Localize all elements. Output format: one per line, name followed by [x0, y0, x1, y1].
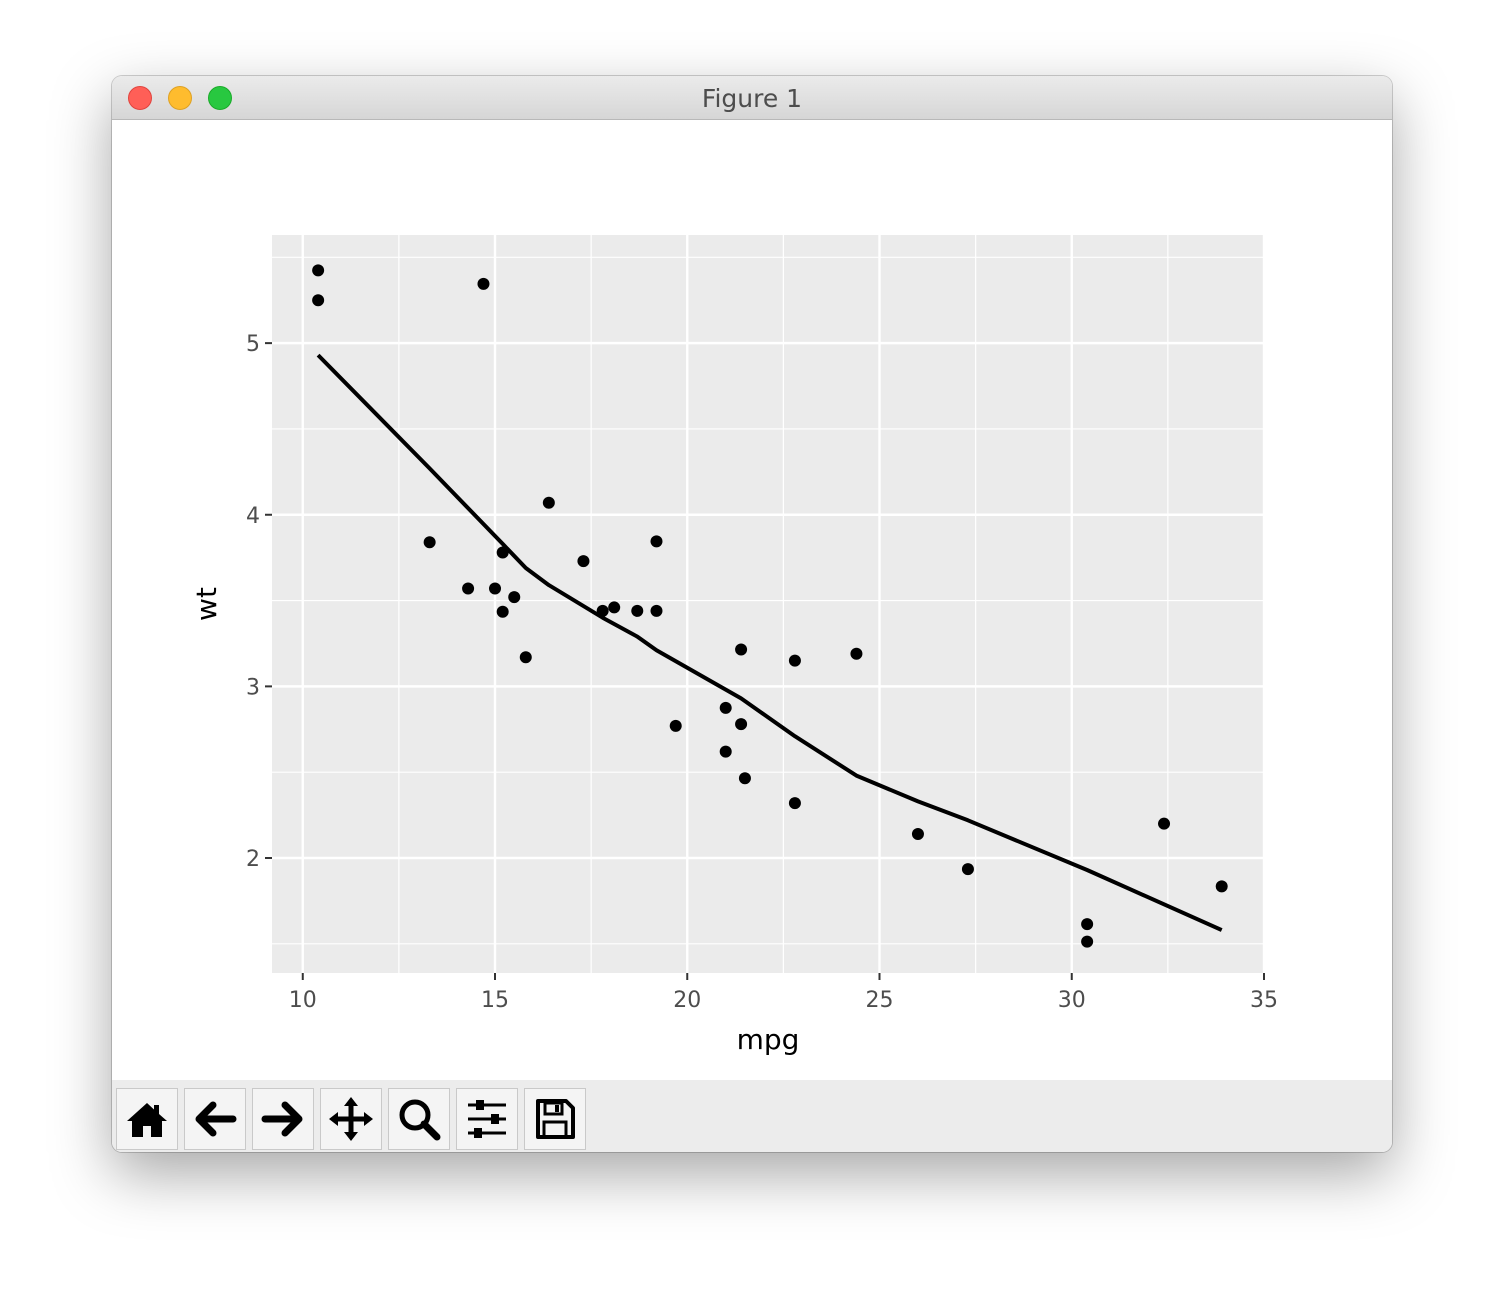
data-point: [542, 496, 555, 509]
data-point: [496, 546, 509, 559]
x-tick-label: 30: [1058, 988, 1086, 1013]
save-button[interactable]: [524, 1088, 586, 1150]
data-point: [312, 294, 325, 307]
smooth-line: [316, 353, 1223, 932]
data-point: [961, 863, 974, 876]
configure-subplots-button[interactable]: [456, 1088, 518, 1150]
zoom-button[interactable]: [388, 1088, 450, 1150]
data-point: [508, 591, 521, 604]
home-button[interactable]: [116, 1088, 178, 1150]
y-tick-label: 4: [246, 504, 260, 529]
major-grid: [272, 235, 1266, 973]
minimize-window-button[interactable]: [168, 86, 192, 110]
figure-canvas: 10 15 20 25 30 35 2 3 4 5 mpg wt: [112, 120, 1392, 1080]
figure-window: Figure 1 10 15 20 25 30 35 2 3 4 5 mpg wt: [112, 76, 1392, 1152]
data-point: [735, 643, 748, 656]
data-point: [1158, 817, 1171, 830]
data-point: [489, 582, 502, 595]
data-point: [650, 604, 663, 617]
data-point: [312, 264, 325, 277]
y-tick-label: 2: [246, 847, 260, 872]
data-point: [596, 604, 609, 617]
data-point: [788, 654, 801, 667]
data-point: [788, 797, 801, 810]
data-point: [738, 772, 751, 785]
y-axis-ticks: 2 3 4 5: [246, 332, 272, 872]
navigation-toolbar: [112, 1080, 1392, 1152]
data-points: [312, 264, 1228, 948]
data-point: [631, 604, 644, 617]
close-window-button[interactable]: [128, 86, 152, 110]
minor-grid: [272, 235, 1264, 973]
home-icon: [127, 1103, 167, 1137]
data-point: [1215, 880, 1228, 893]
x-axis-title: mpg: [737, 1023, 800, 1056]
arrow-left-icon: [195, 1101, 237, 1137]
zoom-window-button[interactable]: [208, 86, 232, 110]
data-point: [669, 719, 682, 732]
scatter-plot: 10 15 20 25 30 35 2 3 4 5 mpg wt: [190, 235, 1278, 1056]
data-point: [477, 277, 490, 290]
data-point: [462, 582, 475, 595]
data-point: [519, 651, 532, 664]
data-point: [735, 718, 748, 731]
data-point: [608, 601, 621, 614]
data-point: [850, 647, 863, 660]
move-arrows-icon: [329, 1097, 373, 1141]
data-point: [1081, 935, 1094, 948]
data-point: [719, 745, 732, 758]
sliders-icon: [468, 1100, 506, 1138]
data-point: [423, 536, 436, 549]
data-point: [911, 827, 924, 840]
title-bar: Figure 1: [112, 76, 1392, 120]
magnifier-icon: [399, 1099, 441, 1141]
back-button[interactable]: [184, 1088, 246, 1150]
x-tick-label: 25: [866, 988, 894, 1013]
x-axis-ticks: 10 15 20 25 30 35: [289, 973, 1278, 1013]
y-axis-title: wt: [190, 587, 223, 621]
data-point: [1081, 918, 1094, 931]
y-tick-label: 3: [246, 675, 260, 700]
data-point: [650, 535, 663, 548]
x-tick-label: 15: [481, 988, 509, 1013]
x-tick-label: 35: [1250, 988, 1278, 1013]
pan-button[interactable]: [320, 1088, 382, 1150]
arrow-right-icon: [261, 1101, 303, 1137]
window-title: Figure 1: [701, 84, 803, 113]
data-point: [496, 605, 509, 618]
x-tick-label: 20: [673, 988, 701, 1013]
data-point: [577, 555, 590, 568]
forward-button[interactable]: [252, 1088, 314, 1150]
x-tick-label: 10: [289, 988, 317, 1013]
plot-panel: [272, 235, 1264, 973]
y-tick-label: 5: [246, 332, 260, 357]
data-point: [719, 701, 732, 714]
floppy-disk-icon: [536, 1099, 575, 1139]
